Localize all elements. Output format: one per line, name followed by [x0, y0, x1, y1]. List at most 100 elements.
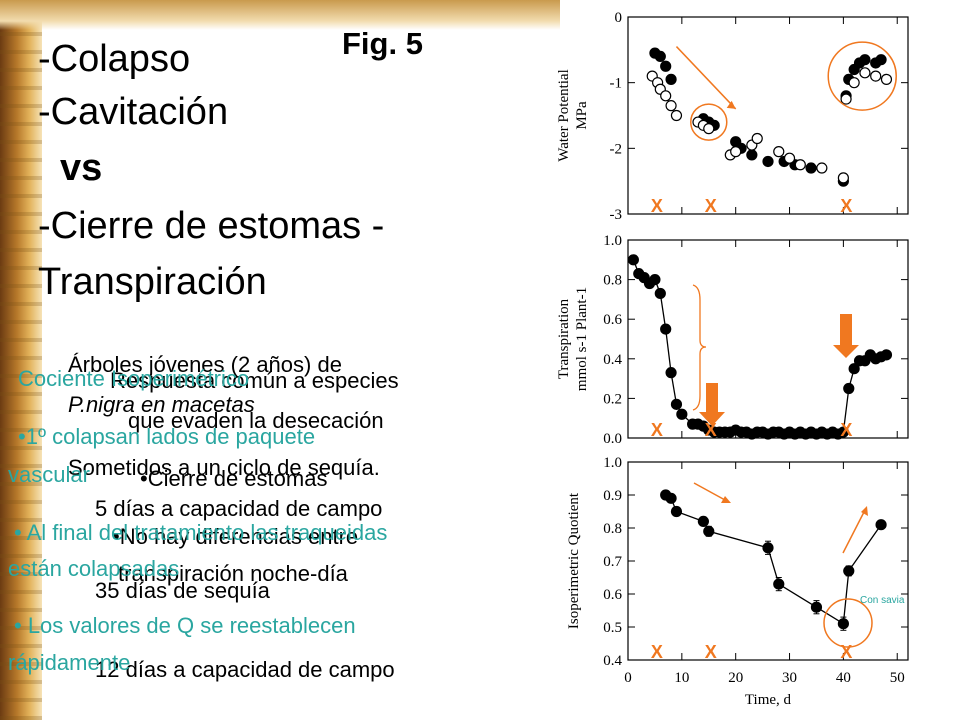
panel-3-ytick-label: 0.8: [603, 521, 622, 537]
panel-1-marker-x: X: [651, 196, 663, 216]
layer-b-line-2: que evaden la desecación: [128, 408, 384, 433]
panel-1-point-filled: [654, 50, 666, 63]
panel-1-highlight-circle: [690, 103, 728, 141]
panel-1-ylabel-line2: MPa: [574, 101, 590, 130]
panel-3-point-filled: [665, 492, 677, 504]
panel-2-bracket: [692, 284, 707, 411]
panel-1-point-open: [670, 109, 683, 122]
panel-3-xlabel: Time, d: [745, 692, 792, 708]
panel-3-trend-arrow-down-head: [721, 496, 731, 503]
panel-2-point-filled: [848, 363, 860, 375]
panel-1-frame: [627, 16, 909, 215]
panel-1-point-open: [870, 70, 882, 82]
panel-1-point-open: [816, 162, 828, 174]
layer-c-line-5: están colapsadas: [8, 556, 180, 581]
panel-2-ylabel-line2: mmol s-1 Plant-1: [574, 287, 590, 391]
panel-3-point-filled: [762, 542, 774, 554]
panel-3-point-filled: [843, 565, 855, 577]
panel-1-point-filled: [859, 54, 871, 66]
panel-3-highlight-circle: [823, 598, 873, 648]
panel-3-trend-arrow-up-head: [861, 506, 868, 516]
panel-2-point-filled: [627, 254, 639, 266]
panel-2-marker-x: X: [840, 420, 852, 440]
layer-a-line-5: 35 días de sequía: [95, 578, 270, 603]
con-savia-label: Con savia: [860, 595, 905, 606]
panel-1-point-open: [773, 146, 785, 158]
panel-1-point-open: [794, 159, 806, 171]
panel-1-point-open: [783, 152, 796, 164]
panel-3-xtick-label: 40: [836, 670, 851, 686]
title-vs: vs: [60, 147, 103, 189]
panel-3-ylabel: Isoperimetric Quotient: [566, 492, 582, 629]
panel-1-point-open: [837, 172, 849, 184]
panel-1-point-filled: [665, 73, 677, 85]
panel-3-ytick-label: 0.6: [603, 587, 622, 603]
panel-3-point-filled: [810, 601, 823, 613]
panel-3-ytick-label: 0.9: [603, 488, 622, 504]
panel-1-point-open: [880, 73, 893, 85]
panel-3-marker-x: X: [840, 642, 852, 662]
panel-1-ytick-label: -2: [610, 141, 623, 157]
layer-a-line-6: 12 días a capacidad de campo: [95, 657, 395, 682]
panel-3-point-filled: [697, 515, 709, 528]
panel-3-point-filled: [837, 618, 849, 630]
panel-2-point-filled: [649, 274, 661, 286]
panel-2-point-filled: [660, 323, 672, 335]
layer-b-line-1: Respuesta común a especies: [110, 368, 399, 393]
panel-1-ytick-label: -1: [610, 76, 623, 92]
panel-3-ytick-label: 0.7: [603, 554, 622, 570]
layer-a-line-3: Sometidos a un ciclo de sequía.: [68, 455, 380, 480]
panel-2-point-filled: [676, 408, 688, 420]
title-colapso: -Colapso: [38, 38, 191, 80]
panel-3-point-filled: [773, 578, 785, 590]
panel-1-point-open: [703, 123, 715, 135]
fig-label: Fig. 5: [342, 26, 423, 61]
layer-c-line-2: •1º colapsan lados de paquete: [18, 424, 316, 449]
panel-2-ytick-label: 1.0: [603, 233, 622, 249]
panel-2-down-arrow-1-head: [699, 412, 725, 426]
panel-1-point-open: [848, 77, 860, 89]
panel-2-down-arrow-2-shaft: [840, 314, 852, 346]
panel-1-point-filled: [660, 60, 672, 72]
panel-1-marker-x: X: [840, 196, 852, 216]
layer-b-line-5: transpiración noche-día: [118, 561, 348, 586]
panel-2-marker-x: X: [705, 420, 717, 440]
panel-3-point-filled: [670, 505, 683, 518]
panel-2-marker-x: X: [651, 420, 663, 440]
panel-3-ytick-label: 1.0: [603, 455, 622, 471]
layer-c-line-7: rápidamente: [8, 650, 131, 675]
panel-3-xtick-label: 0: [624, 670, 632, 686]
title-cierre-estomas: -Cierre de estomas -: [38, 205, 385, 247]
panel-3-trend-arrow-up: [842, 511, 865, 554]
panel-3-ytick-label: 0.4: [603, 653, 622, 669]
panel-1-ylabel-line1: Water Potential: [556, 69, 572, 162]
panel-1-point-open: [840, 93, 852, 105]
panel-2-point-filled: [670, 398, 683, 410]
panel-1-point-filled: [875, 54, 887, 66]
title-transpiracion: Transpiración: [38, 261, 267, 303]
layer-a-line-2: P.nigra en macetas: [68, 392, 255, 417]
panel-1-point-filled: [805, 162, 817, 174]
panel-1-point-filled: [746, 149, 758, 161]
panel-1-ytick-label: 0: [615, 10, 623, 26]
decorative-border-top: [0, 0, 560, 30]
panel-3-marker-x: X: [705, 642, 717, 662]
panel-2-frame: [627, 239, 909, 439]
panel-2-down-arrow-2-head: [833, 345, 859, 358]
panel-3-trend-arrow-down: [693, 482, 726, 501]
layer-a-line-4: 5 días a capacidad de campo: [95, 496, 383, 521]
panel-1-ytick-label: -3: [610, 207, 623, 223]
panel-1-trend-arrowhead: [726, 100, 736, 109]
panel-2-down-arrow-1-shaft: [706, 383, 718, 413]
panel-1-point-open: [660, 90, 672, 102]
panel-1-trend-arrow: [675, 46, 737, 110]
panel-1-point-open: [751, 132, 763, 145]
panel-2-point-filled: [880, 349, 893, 361]
panel-3-xtick-label: 20: [728, 670, 743, 686]
title-cavitacion: -Cavitación: [38, 91, 229, 133]
panel-3-marker-x: X: [651, 642, 663, 662]
layer-b-line-4: •No hay diferencias entre: [112, 524, 359, 549]
layer-a-line-1: Árboles jóvenes (2 años) de: [68, 352, 342, 377]
panel-3-point-filled: [875, 519, 887, 531]
layer-c-line-6: • Los valores de Q se reestablecen: [14, 613, 356, 638]
